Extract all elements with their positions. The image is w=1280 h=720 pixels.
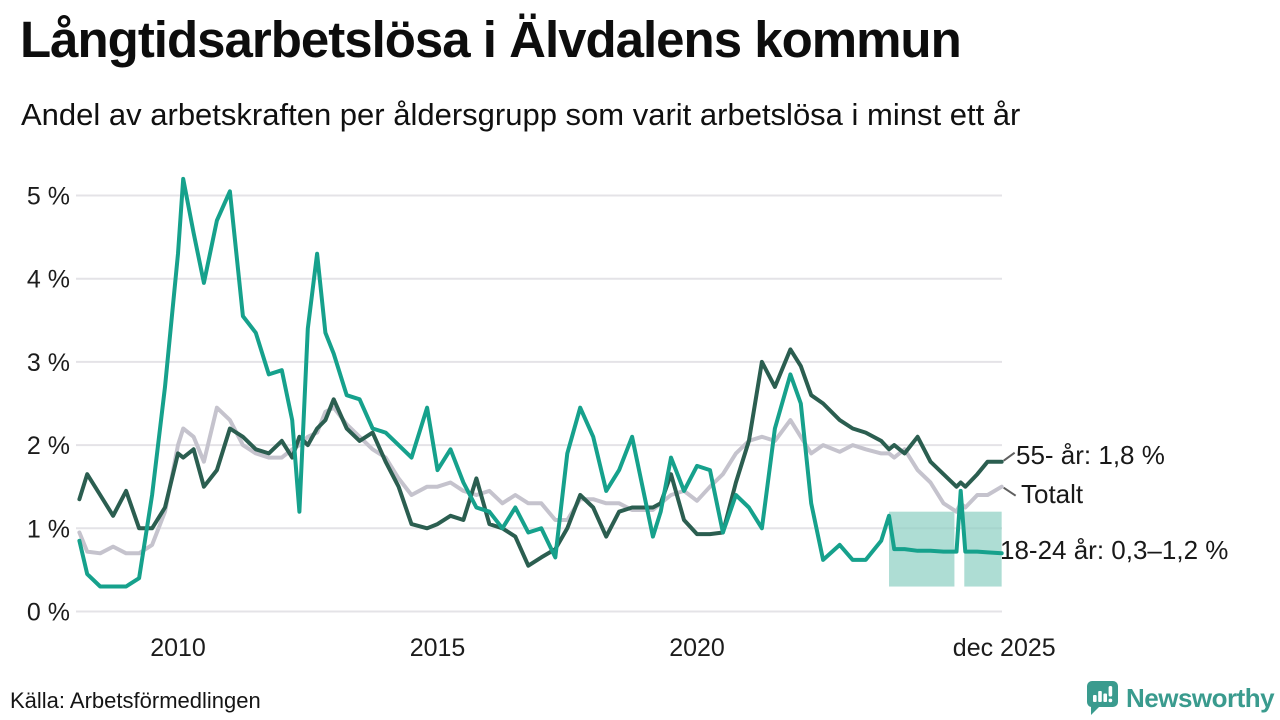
newsworthy-logo: Newsworthy <box>1086 678 1276 718</box>
y-tick-label: 3 % <box>27 349 70 377</box>
y-tick-label: 2 % <box>27 432 70 460</box>
newsworthy-logo-text: Newsworthy <box>1126 682 1275 713</box>
y-tick-label: 4 % <box>27 266 70 294</box>
x-tick-label: 2015 <box>410 634 466 662</box>
y-tick-label: 1 % <box>27 515 70 543</box>
annotation-55-ar: 55- år: 1,8 % <box>1016 440 1165 470</box>
annotation-totalt: Totalt <box>1021 479 1084 509</box>
page-subtitle: Andel av arbetskraften per åldersgrupp s… <box>21 97 1021 132</box>
uncertainty-band <box>964 511 1002 587</box>
series-line-totalt <box>77 405 1004 556</box>
x-tick-label: dec 2025 <box>953 634 1056 662</box>
y-tick-label: 5 % <box>27 183 70 211</box>
page-title: Långtidsarbetslösa i Älvdalens kommun <box>20 11 962 68</box>
leader-line-55-ar <box>1003 451 1016 462</box>
series-line-55-r <box>77 347 1004 568</box>
newsworthy-logo-icon <box>1086 681 1118 715</box>
series-line-18-24-r <box>77 176 1004 589</box>
y-tick-label: 0 % <box>27 599 70 627</box>
source-text: Källa: Arbetsförmedlingen <box>10 688 261 713</box>
leader-line-totalt <box>1003 486 1017 497</box>
x-tick-label: 2010 <box>150 634 206 662</box>
x-tick-label: 2020 <box>669 634 725 662</box>
annotation-18-24-ar: 18-24 år: 0,3–1,2 % <box>1000 535 1229 565</box>
